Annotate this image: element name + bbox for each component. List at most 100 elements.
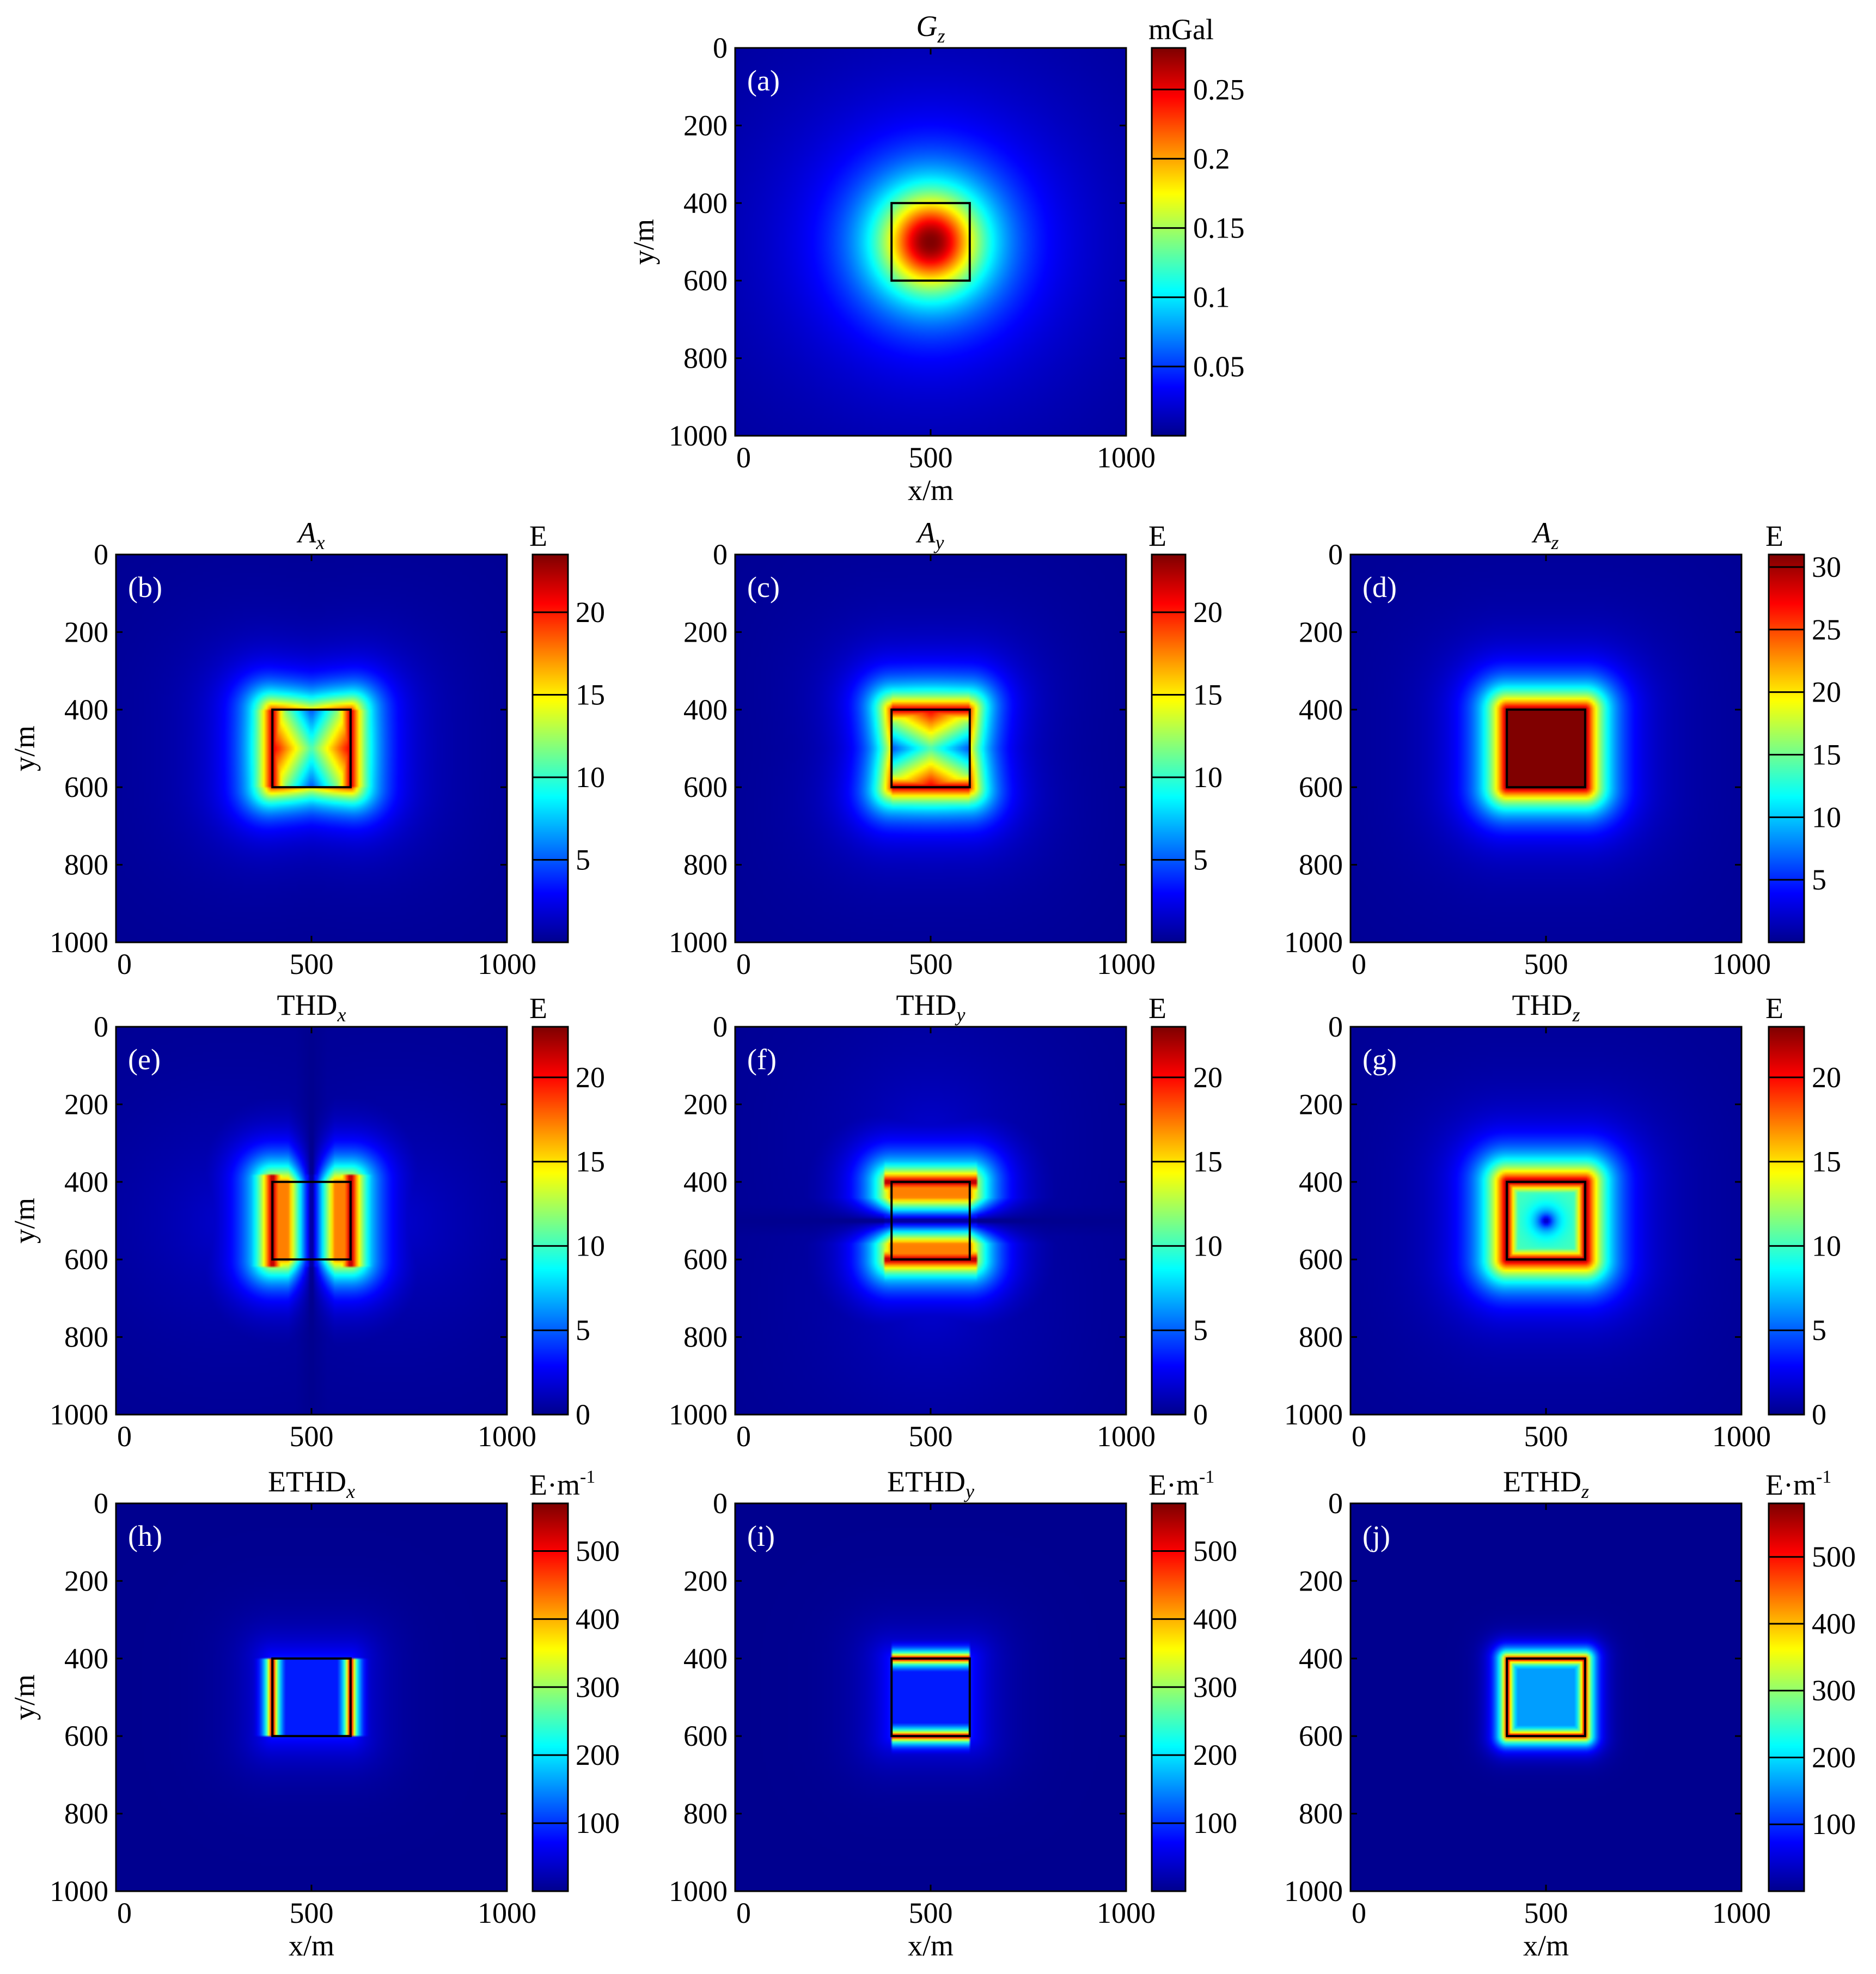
y-tick-label: 200 <box>1299 1088 1343 1120</box>
panel-label: (e) <box>128 1043 161 1076</box>
x-tick-label: 1000 <box>478 948 536 980</box>
colorbar-tick-label: 10 <box>1812 801 1841 833</box>
y-axis-label: y/m <box>8 1198 41 1244</box>
y-tick-label: 400 <box>1299 1642 1343 1675</box>
body-outline <box>890 1180 971 1261</box>
y-tick-label: 1000 <box>669 1398 728 1431</box>
y-tick-label: 600 <box>683 1720 728 1752</box>
colorbar-unit-main: E <box>529 520 547 552</box>
colorbar-tick-label: 10 <box>1193 761 1223 794</box>
x-tick-label: 1000 <box>1712 1420 1771 1453</box>
heatmap-j <box>1351 1503 1741 1891</box>
y-tick-label: 0 <box>713 1487 728 1520</box>
colorbar-frame <box>1151 47 1187 437</box>
x-axis-label: x/m <box>1523 1929 1569 1962</box>
y-tick-label: 800 <box>1299 849 1343 881</box>
colorbar-tick-label: 10 <box>1812 1229 1841 1262</box>
colorbar-unit-main: E·m <box>529 1469 580 1501</box>
y-tick-label: 200 <box>1299 616 1343 648</box>
y-tick-label: 800 <box>64 849 108 881</box>
panel-title: ETHDz <box>1503 1465 1589 1502</box>
heatmap-c <box>735 555 1126 942</box>
y-tick-label: 200 <box>683 1564 728 1597</box>
x-axis-label: x/m <box>908 1929 954 1962</box>
y-tick-label: 1000 <box>50 1398 108 1431</box>
heatmap-d <box>1351 555 1741 942</box>
colorbar-tick-label: 5 <box>1812 863 1826 896</box>
colorbar <box>533 555 568 942</box>
body-outline <box>890 1657 971 1738</box>
colorbar-tick-label: 400 <box>576 1603 620 1635</box>
colorbar-tick-label: 15 <box>1812 738 1841 771</box>
colorbar <box>533 1503 568 1891</box>
colorbar-unit: E·m-1 <box>1765 1467 1831 1501</box>
colorbar-tick-label: 20 <box>1193 1061 1223 1094</box>
y-tick-label: 600 <box>683 1243 728 1276</box>
panel-title-subscript: z <box>1581 1480 1589 1502</box>
panel-label: (b) <box>128 571 162 604</box>
heatmap-h <box>116 1503 507 1891</box>
y-tick-label: 800 <box>1299 1321 1343 1354</box>
y-tick-label: 1000 <box>50 926 108 959</box>
panel-b: 0 200 400 600 800 1000 0 500 1000 (b) Ax y/m 5 10 15 20… <box>8 516 605 980</box>
y-tick-label: 200 <box>64 616 108 648</box>
panel-title: ETHDx <box>268 1465 355 1502</box>
colorbar-tick-label: 15 <box>576 1146 605 1178</box>
colorbar <box>1152 1027 1186 1415</box>
colorbar <box>1152 1503 1186 1891</box>
y-tick-label: 1000 <box>669 926 728 959</box>
panel-title-main: G <box>916 10 937 42</box>
colorbar-tick-label: 400 <box>1193 1603 1237 1635</box>
panel-g: 0 200 400 600 800 1000 0 500 1000 (g) THDz 0 5 10 15 20… <box>1284 989 1841 1453</box>
y-tick-label: 200 <box>683 1088 728 1120</box>
y-tick-label: 400 <box>64 1642 108 1675</box>
body-outline <box>271 1657 352 1738</box>
y-tick-label: 600 <box>1299 1720 1343 1752</box>
y-tick-label: 0 <box>94 1487 108 1520</box>
colorbar-unit: E·m-1 <box>1148 1467 1214 1501</box>
y-axis-label: y/m <box>8 1674 41 1720</box>
colorbar-tick-label: 0.1 <box>1193 281 1230 314</box>
y-tick-label: 600 <box>1299 1243 1343 1276</box>
y-tick-label: 1000 <box>50 1875 108 1908</box>
panel-title-main: THD <box>1512 989 1573 1021</box>
y-tick-label: 1000 <box>1284 926 1343 959</box>
y-tick-label: 1000 <box>1284 1875 1343 1908</box>
colorbar-tick-label: 20 <box>576 1061 605 1094</box>
colorbar-unit: E·m-1 <box>529 1467 595 1501</box>
panel-title-subscript: z <box>937 25 945 47</box>
panel-label: (g) <box>1362 1043 1397 1076</box>
colorbar-tick-label: 500 <box>1812 1540 1856 1573</box>
colorbar-unit-superscript: -1 <box>1199 1467 1214 1487</box>
colorbar-unit: E <box>529 520 547 552</box>
panel-label: (j) <box>1362 1520 1390 1552</box>
y-tick-label: 800 <box>64 1798 108 1830</box>
colorbar <box>533 1027 568 1415</box>
panel-label: (i) <box>747 1520 775 1552</box>
panel-title: Ay <box>916 516 944 553</box>
x-tick-label: 0 <box>1352 1420 1366 1453</box>
y-tick-label: 200 <box>683 616 728 648</box>
y-tick-label: 400 <box>683 1642 728 1675</box>
y-tick-label: 400 <box>64 693 108 726</box>
panel-title-subscript: x <box>346 1480 355 1502</box>
colorbar-tick-label: 20 <box>1812 676 1841 709</box>
colorbar-tick-label: 5 <box>1193 844 1208 876</box>
heatmap-e <box>116 1027 507 1415</box>
colorbar-tick-label: 5 <box>1812 1314 1826 1347</box>
colorbar-unit-superscript: -1 <box>580 1467 595 1487</box>
panel-e: 0 200 400 600 800 1000 0 500 1000 (e) THDx y/m 0 5 10 1… <box>8 989 605 1453</box>
colorbar-tick-label: 20 <box>1812 1061 1841 1094</box>
body-outline <box>271 708 352 789</box>
colorbar-tick-label: 15 <box>1193 679 1223 711</box>
x-tick-label: 1000 <box>1097 948 1156 980</box>
heatmap-g <box>1351 1027 1741 1415</box>
heatmap-i <box>735 1503 1126 1891</box>
colorbar <box>1769 1503 1804 1891</box>
y-tick-label: 800 <box>683 849 728 881</box>
panel-title-subscript: y <box>955 1004 966 1026</box>
heatmap-f <box>735 1027 1126 1415</box>
